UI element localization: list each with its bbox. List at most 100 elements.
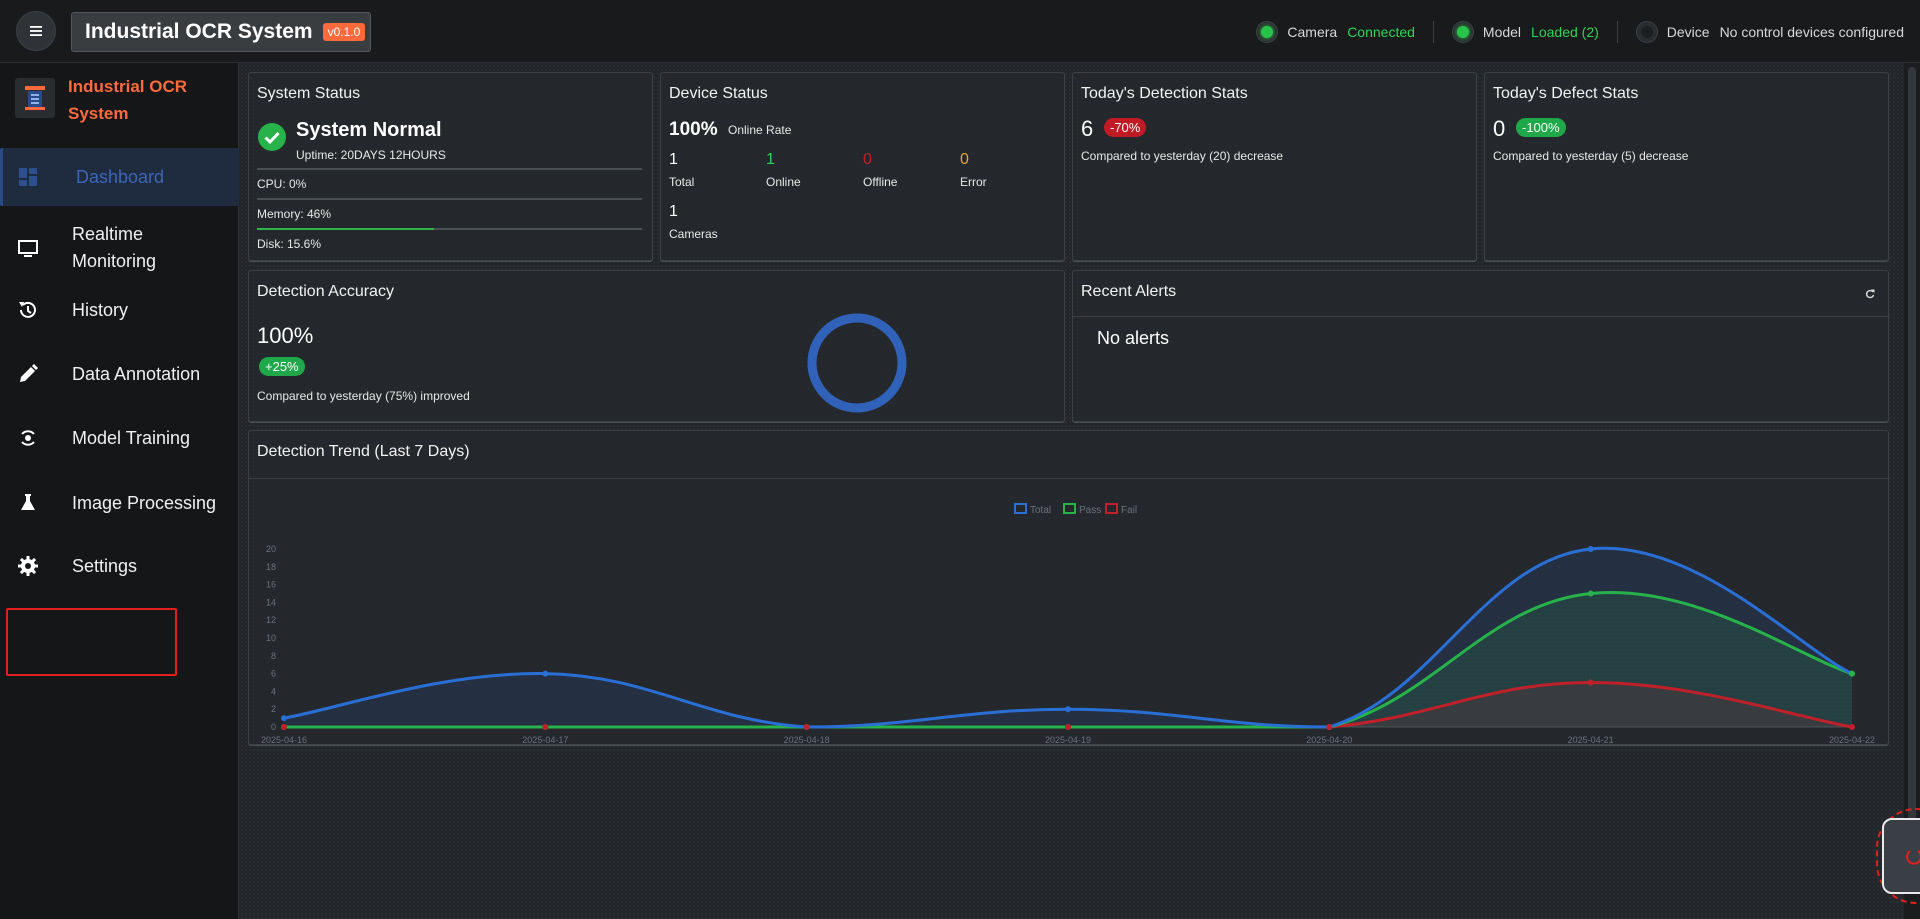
no-alerts-text: No alerts [1097, 328, 1170, 348]
legend-swatch-total [1014, 503, 1027, 514]
data-point-fail [1065, 724, 1071, 730]
sidebar-item-data-annotation[interactable]: Data Annotation [0, 354, 239, 394]
system-status-card: System Status System Normal Uptime: 20DA… [248, 72, 653, 261]
defect-note: Compared to yesterday (5) decrease [1493, 149, 1689, 163]
device-led-icon [1635, 20, 1658, 43]
detection-change-badge: -70% [1104, 118, 1147, 137]
sidebar: Industrial OCR System Dashboard Realtime… [0, 63, 239, 919]
sidebar-item-history[interactable]: History [0, 290, 239, 330]
uptime-text: Uptime: 20DAYS 12HOURS [296, 148, 446, 162]
model-led-icon [1451, 20, 1474, 43]
y-tick-label: 8 [271, 651, 276, 661]
camera-led-icon [1256, 20, 1279, 43]
accuracy-card: Detection Accuracy 100% +25% Compared to… [248, 270, 1065, 422]
data-point-total [1065, 706, 1071, 713]
x-tick-label: 2025-04-22 [1829, 735, 1875, 743]
accuracy-value: 100% [257, 323, 314, 348]
defect-count: 0 [1493, 116, 1506, 141]
camera-status: Camera Connected [1256, 20, 1415, 43]
page-scrollbar[interactable] [1904, 63, 1920, 919]
online-rate: 100% [669, 119, 718, 140]
device-offline: 0 [863, 151, 872, 168]
accuracy-change-badge: +25% [259, 357, 305, 376]
model-status-value: Loaded (2) [1531, 23, 1599, 40]
y-tick-label: 6 [271, 669, 276, 679]
data-point-total [1587, 546, 1594, 552]
y-tick-label: 18 [266, 562, 276, 572]
detection-stats-card: Today's Detection Stats 6 -70% Compared … [1072, 72, 1477, 261]
trend-chart: 0 2 4 6 8 10 12 14 16 18 20 2025-04-16 2025-04-17 202… [261, 503, 1875, 743]
y-tick-label: 14 [266, 597, 276, 607]
legend-label-total: Total [1030, 505, 1051, 516]
data-point-pass [1587, 590, 1594, 597]
trend-card: Detection Trend (Last 7 Days) 0 2 4 6 8 10 12 1… [248, 430, 1890, 745]
power-icon [1906, 850, 1920, 865]
sidebar-item-realtime-monitoring[interactable]: Realtime Monitoring [0, 218, 239, 278]
data-point-total [542, 670, 549, 677]
data-point-fail [1326, 724, 1333, 730]
settings-highlight-box [6, 608, 177, 676]
data-point-fail [803, 724, 810, 730]
device-status-card: Device Status 100% Online Rate 1 Total 1… [660, 72, 1065, 261]
device-online: 1 [766, 151, 775, 168]
version-badge: v0.1.0 [322, 23, 366, 41]
memory-label: Memory: 46% [257, 207, 332, 221]
legend-label-pass: Pass [1079, 505, 1101, 516]
model-status: Model Loaded (2) [1451, 20, 1599, 43]
detection-count: 6 [1081, 116, 1094, 141]
connection-status: Camera Connected Model Loaded (2) Device… [1256, 0, 1904, 63]
dashboard-icon [19, 168, 37, 186]
accuracy-gauge [807, 313, 907, 413]
memory-bar [257, 228, 642, 230]
x-tick-label: 2025-04-21 [1568, 735, 1614, 743]
training-icon [21, 430, 35, 446]
data-point-fail [1849, 724, 1855, 730]
y-tick-label: 0 [271, 722, 276, 732]
camera-count: 1 [669, 203, 678, 220]
cpu-label: CPU: 0% [257, 177, 307, 191]
defect-stats-card: Today's Defect Stats 0 -100% Compared to… [1484, 72, 1889, 261]
device-status-value: No control devices configured [1719, 23, 1904, 40]
top-bar: Industrial OCR System v0.1.0 Camera Conn… [0, 0, 1920, 63]
sidebar-brand-text: Industrial OCR System [68, 77, 188, 123]
accuracy-note: Compared to yesterday (75%) improved [257, 389, 470, 403]
data-point-fail [542, 724, 549, 730]
alerts-card: Recent Alerts No alerts [1072, 270, 1890, 422]
cpu-bar [257, 198, 642, 200]
y-tick-label: 12 [266, 615, 276, 625]
x-tick-label: 2025-04-16 [261, 735, 307, 743]
legend-label-fail: Fail [1121, 505, 1137, 516]
series-area-pass [284, 592, 1852, 727]
flask-icon [21, 494, 35, 510]
detection-note: Compared to yesterday (20) decrease [1081, 149, 1284, 163]
series-area-total [284, 548, 1852, 727]
pencil-icon [20, 364, 38, 382]
defect-change-badge: -100% [1516, 118, 1566, 137]
x-tick-label: 2025-04-17 [522, 735, 568, 743]
y-tick-label: 20 [266, 544, 276, 554]
sidebar-brand: Industrial OCR System [15, 77, 208, 127]
x-tick-label: 2025-04-19 [1045, 735, 1091, 743]
device-error: 0 [960, 151, 969, 168]
y-tick-label: 10 [266, 633, 276, 643]
disk-label: Disk: 15.6% [257, 237, 322, 251]
legend-swatch-pass [1063, 503, 1076, 514]
refresh-icon[interactable] [1864, 288, 1876, 300]
data-point-fail [1587, 679, 1594, 686]
monitor-icon [18, 240, 38, 257]
sidebar-item-image-processing[interactable]: Image Processing [0, 483, 239, 523]
data-point-total [281, 715, 287, 722]
app-title: Industrial OCR System [85, 20, 313, 43]
gear-icon [18, 556, 38, 576]
floating-action-button[interactable] [1882, 818, 1920, 894]
app-logo-icon [15, 78, 55, 118]
sidebar-item-model-training[interactable]: Model Training [0, 418, 239, 458]
x-tick-label: 2025-04-18 [784, 735, 830, 743]
data-point-fail [281, 724, 287, 730]
menu-button[interactable] [16, 11, 56, 51]
device-status-indicator: Device No control devices configured [1635, 20, 1904, 43]
sidebar-item-dashboard[interactable]: Dashboard [0, 148, 239, 206]
check-circle-icon [258, 123, 286, 151]
camera-status-value: Connected [1347, 23, 1415, 40]
sidebar-item-settings[interactable]: Settings [0, 546, 239, 586]
